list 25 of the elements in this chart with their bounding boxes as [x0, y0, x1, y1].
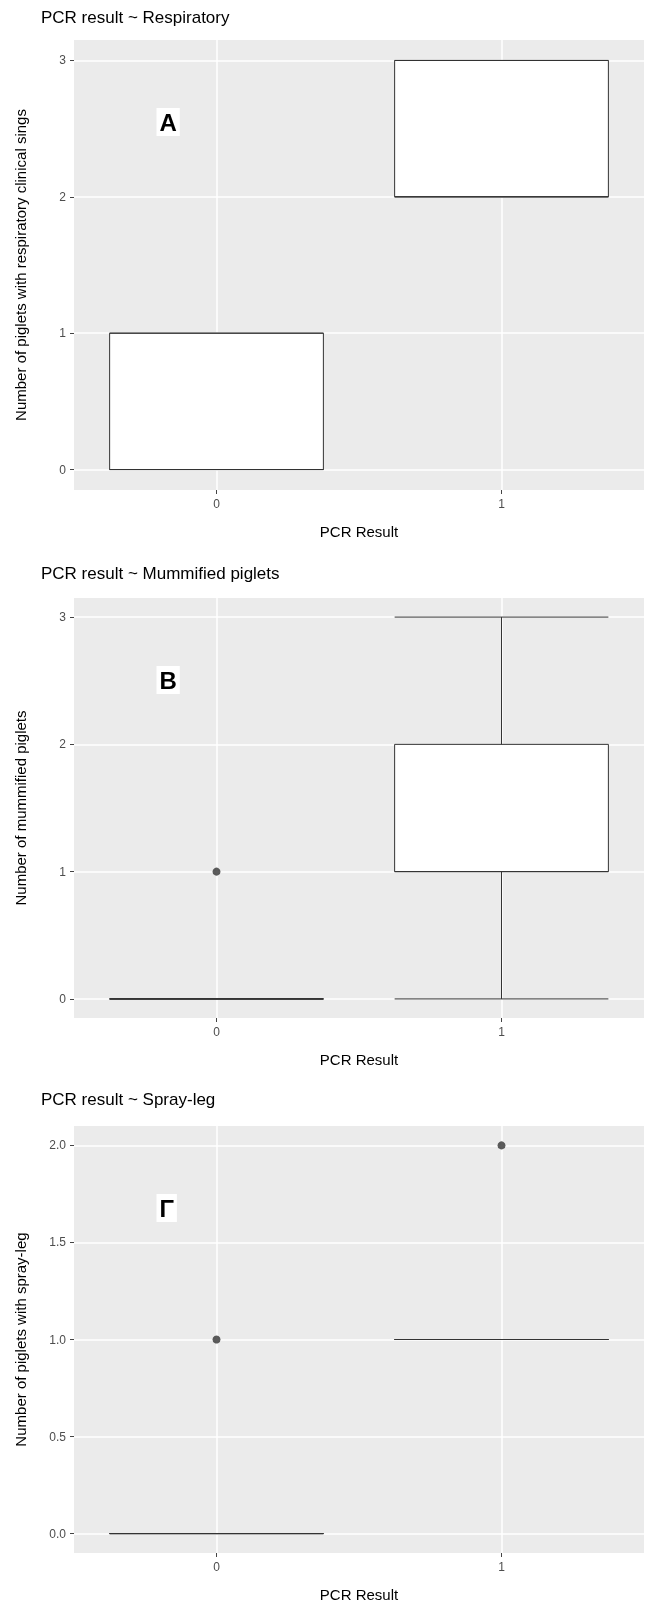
annotation: B — [159, 666, 177, 694]
y-tick-label: 0 — [59, 462, 67, 477]
y-axis-title: Number of piglets with spray-leg — [12, 1232, 29, 1447]
y-tick-label: 3 — [59, 53, 67, 68]
y-axis-title: Number of piglets with respiratory clinical sings — [12, 109, 29, 421]
x-axis-title: PCR Result — [319, 523, 400, 540]
chart-title: PCR result ~ Mummified piglets — [41, 564, 280, 583]
y-axis-title: Number of mummified piglets — [12, 710, 29, 906]
y-tick-label: 2 — [59, 189, 67, 204]
x-axis-title: PCR Result — [319, 1586, 400, 1603]
annotation: A — [159, 108, 177, 136]
y-tick-label: 1 — [59, 326, 67, 341]
y-tick-label: 3 — [59, 610, 67, 625]
chart-title: PCR result ~ Spray-leg — [41, 1090, 216, 1109]
y-tick-label: 1.5 — [49, 1235, 67, 1250]
y-tick-label: 1 — [59, 864, 67, 879]
chart-title: PCR result ~ Respiratory — [41, 8, 230, 27]
x-axis-title: PCR Result — [319, 1051, 400, 1068]
annotation: Γ — [159, 1194, 175, 1222]
y-tick-label: 0.5 — [49, 1429, 67, 1444]
y-tick-label: 0 — [59, 991, 67, 1006]
y-tick-label: 2 — [59, 737, 67, 752]
y-tick-label: 1.0 — [49, 1332, 67, 1347]
y-tick-label: 2.0 — [49, 1138, 67, 1153]
y-tick-label: 0.0 — [49, 1526, 67, 1541]
